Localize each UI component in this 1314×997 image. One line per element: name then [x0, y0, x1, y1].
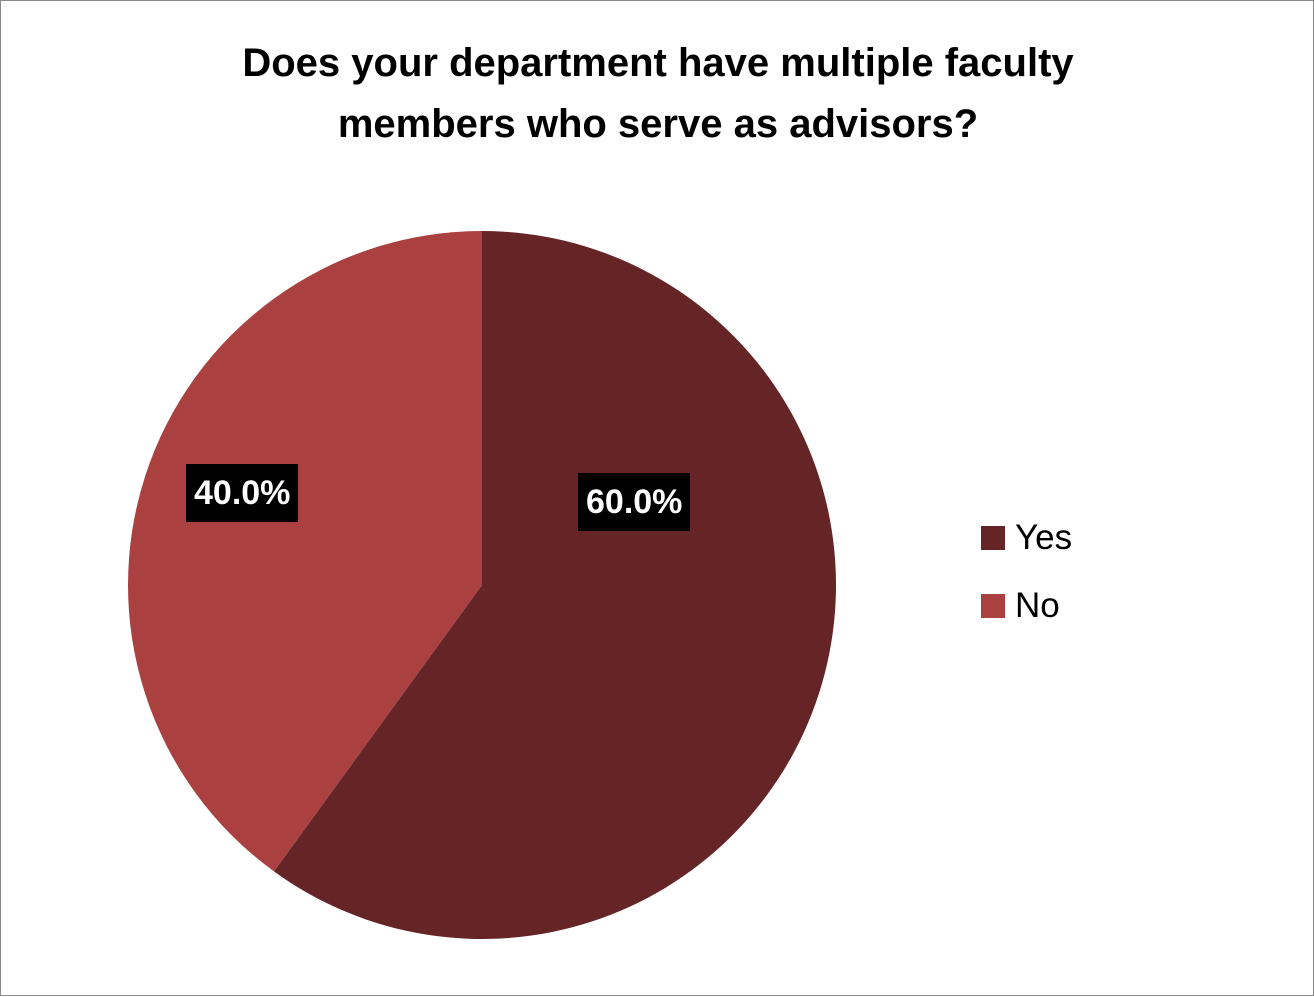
- legend-item-no: No: [981, 572, 1072, 640]
- legend-swatch-yes: [981, 526, 1005, 550]
- legend-item-yes: Yes: [981, 504, 1072, 572]
- legend-label-yes: Yes: [1015, 518, 1073, 557]
- pie-slice-no: [128, 231, 482, 872]
- pie-slice-yes: [273, 231, 837, 940]
- chart-title-line-2: members who serve as advisors?: [337, 102, 979, 146]
- data-label-yes: 60.0%: [578, 473, 691, 531]
- legend: Yes No: [981, 504, 1072, 640]
- chart-title-line-1: Does your department have multiple facul…: [242, 41, 1074, 85]
- legend-swatch-no: [981, 594, 1005, 618]
- data-label-no: 40.0%: [186, 464, 299, 522]
- chart-title: Does your department have multiple facul…: [1, 33, 1314, 155]
- legend-label-no: No: [1015, 586, 1060, 625]
